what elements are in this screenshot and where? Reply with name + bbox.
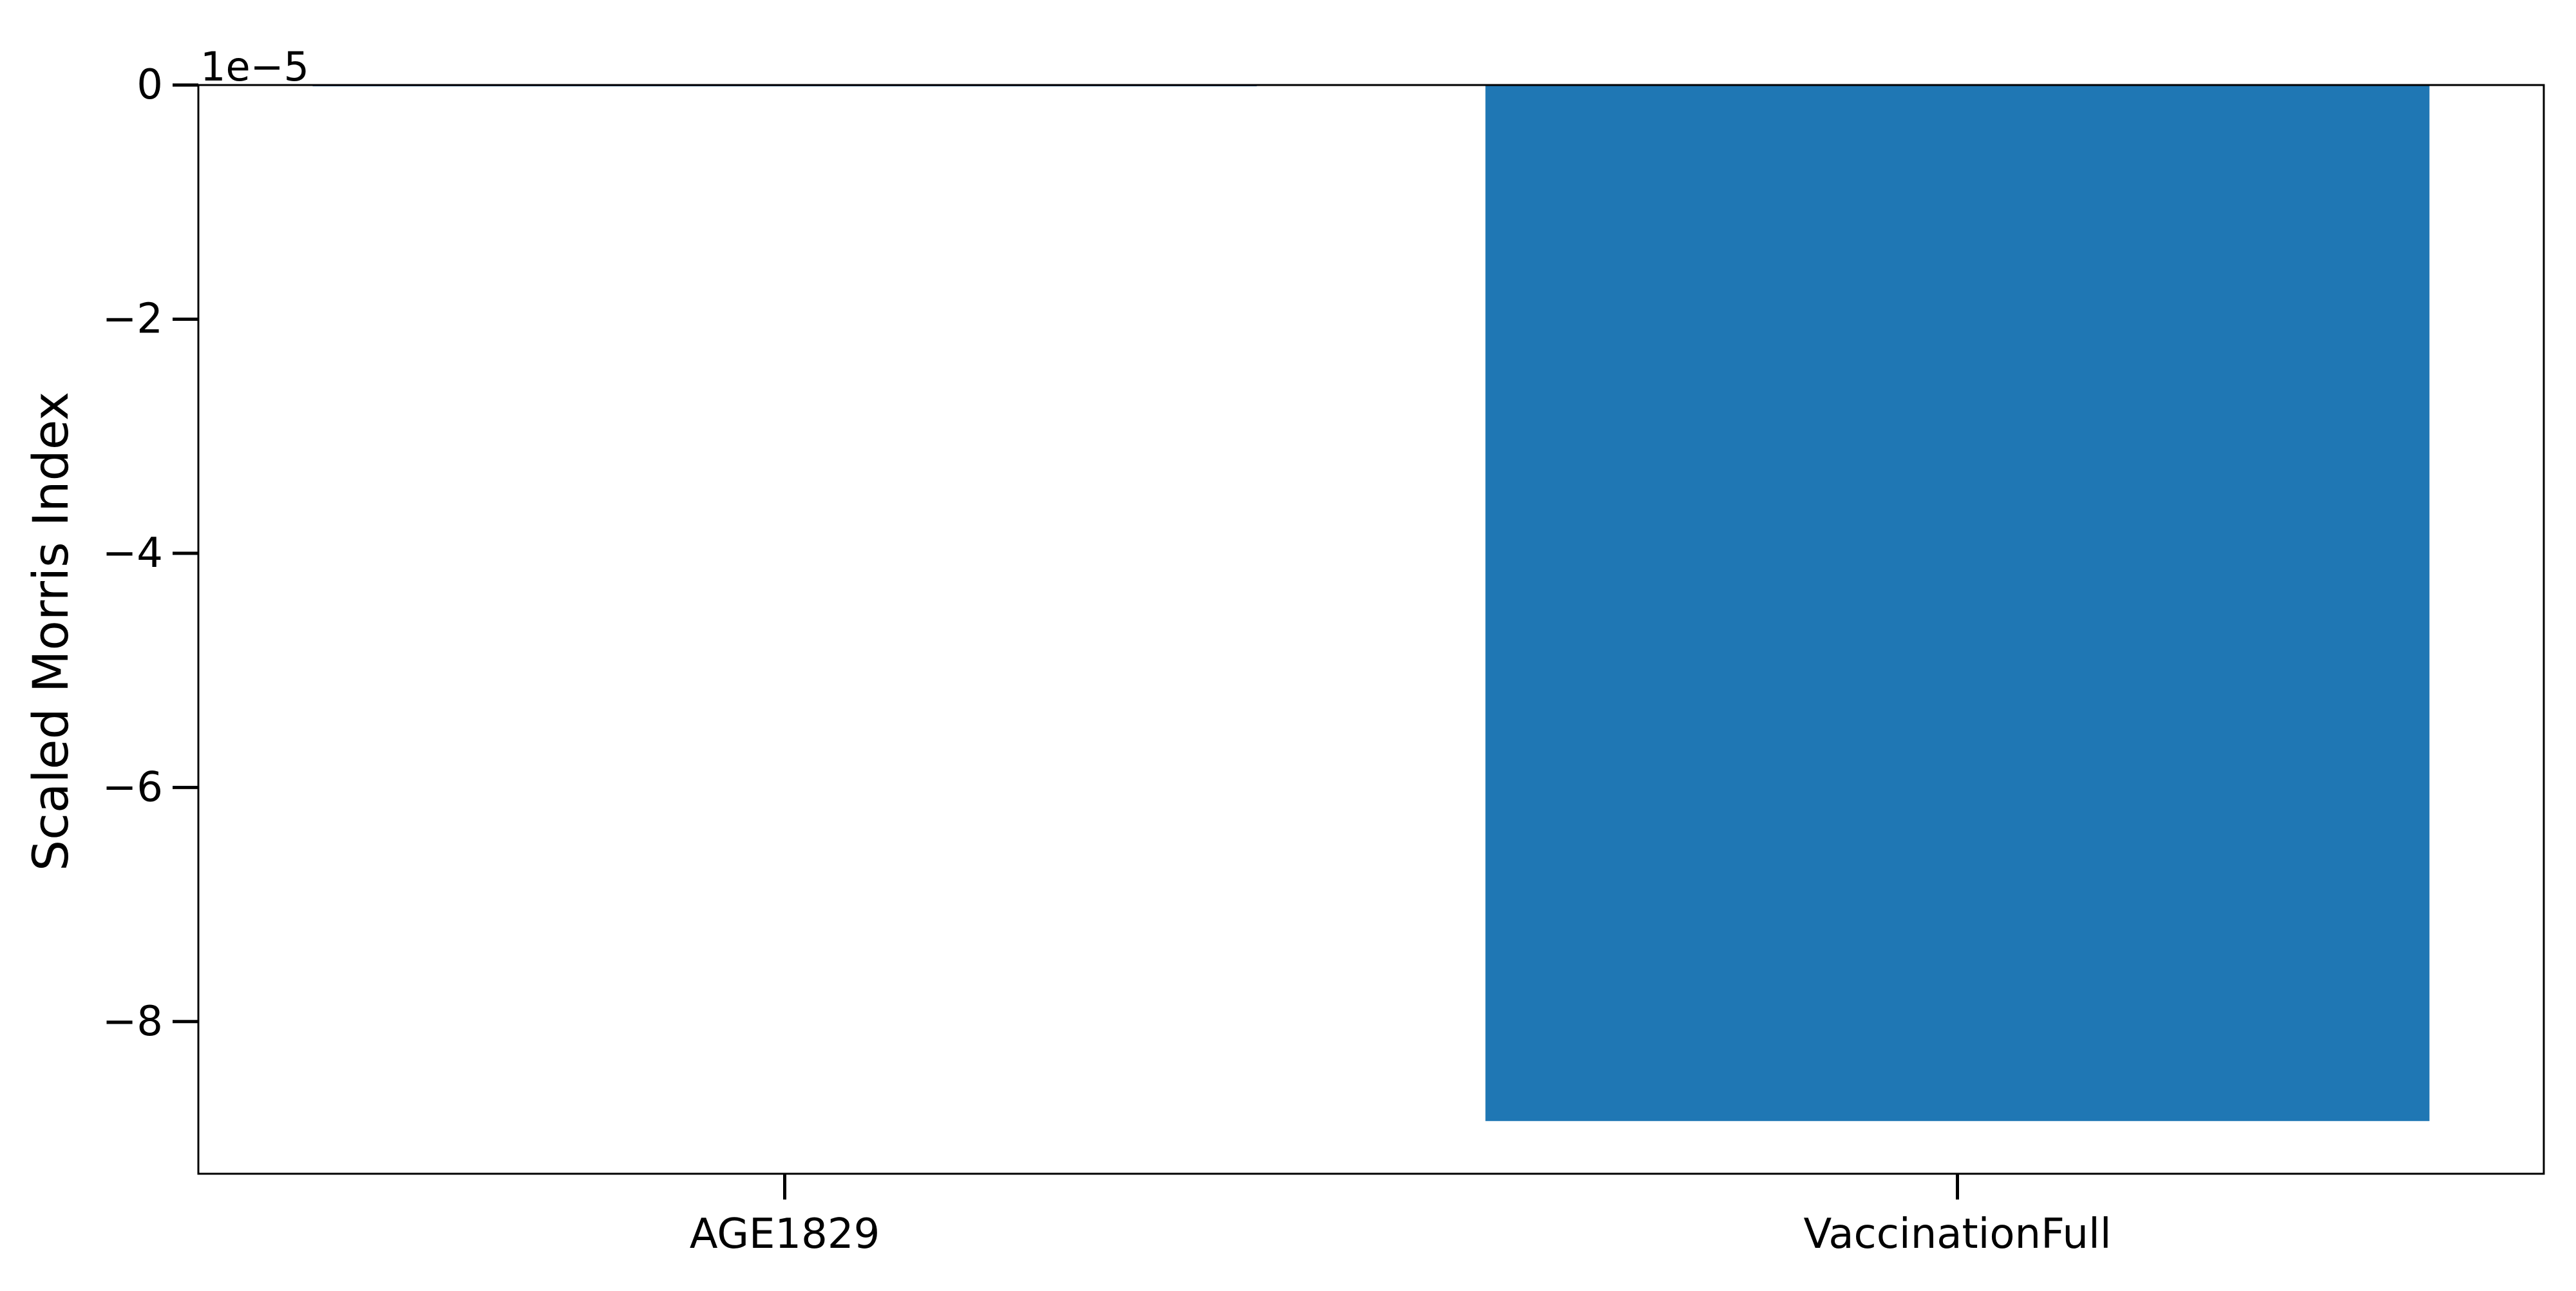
bar-vaccinationfull [1485, 85, 2430, 1122]
y-tick-label: −6 [102, 763, 163, 811]
y-tick-label: 0 [137, 61, 163, 109]
plot-frame [197, 84, 2545, 1175]
axes-layer: AGE1829 VaccinationFull 0 −2 −4 −6 −8 [102, 61, 2545, 1258]
x-tick-label: AGE1829 [690, 1210, 880, 1258]
bars-layer [312, 85, 2430, 1122]
x-tick-label: VaccinationFull [1804, 1210, 2112, 1258]
y-tick-label: −8 [102, 998, 163, 1046]
y-axis-label: Scaled Morris Index [22, 392, 79, 871]
y-axis-offset-label: 1e−5 [200, 43, 309, 90]
y-tick-label: −4 [102, 530, 163, 577]
y-tick-label: −2 [102, 295, 163, 343]
